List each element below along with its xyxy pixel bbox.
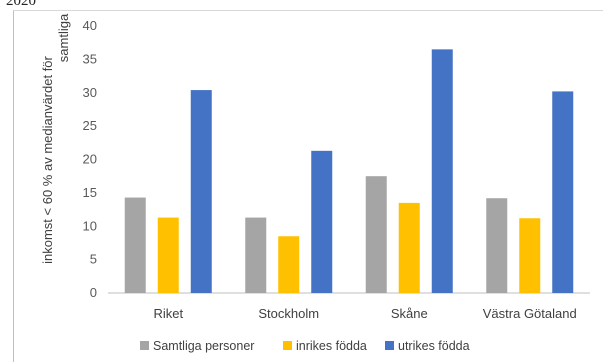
bar bbox=[431, 49, 453, 293]
bar bbox=[552, 91, 574, 293]
bar bbox=[124, 197, 146, 293]
y-tick-label: 5 bbox=[90, 252, 97, 267]
y-tick-label: 0 bbox=[90, 285, 97, 300]
legend: Samtliga personer inrikes födda utrikes fö… bbox=[140, 339, 470, 353]
bar bbox=[278, 236, 300, 293]
bars bbox=[124, 49, 574, 293]
y-tick-label: 10 bbox=[83, 218, 97, 233]
bar bbox=[398, 202, 420, 293]
bar bbox=[245, 217, 267, 293]
y-axis-label-line2: samtliga bbox=[56, 13, 71, 62]
legend-swatch bbox=[283, 341, 292, 350]
x-category-label: Skåne bbox=[391, 306, 428, 321]
y-axis-ticks: 0 5 10 15 20 25 30 35 40 bbox=[83, 18, 97, 300]
x-category-label: Stockholm bbox=[258, 306, 319, 321]
y-tick-label: 35 bbox=[83, 51, 97, 66]
chart-frame bbox=[13, 10, 603, 362]
y-tick-label: 20 bbox=[83, 152, 97, 167]
bar bbox=[519, 218, 541, 293]
y-tick-label: 15 bbox=[83, 185, 97, 200]
x-category-label: Riket bbox=[153, 306, 183, 321]
legend-swatch bbox=[385, 341, 394, 350]
y-tick-label: 25 bbox=[83, 118, 97, 133]
legend-swatch bbox=[140, 341, 149, 350]
bar bbox=[190, 90, 212, 293]
bar bbox=[311, 150, 333, 293]
legend-label: utrikes födda bbox=[398, 339, 470, 353]
y-axis-label-line1: inkomst < 60 % av medianvärdet för bbox=[40, 55, 55, 263]
y-tick-label: 40 bbox=[83, 18, 97, 33]
x-axis-categories: Riket Stockholm Skåne Västra Götaland bbox=[153, 306, 576, 321]
y-tick-label: 30 bbox=[83, 85, 97, 100]
bar bbox=[365, 176, 387, 293]
legend-label: inrikes födda bbox=[296, 339, 367, 353]
legend-label: Samtliga personer bbox=[153, 339, 254, 353]
y-axis-label: inkomst < 60 % av medianvärdet för samtl… bbox=[40, 13, 71, 264]
bar bbox=[486, 198, 508, 293]
x-category-label: Västra Götaland bbox=[483, 306, 577, 321]
top-title-fragment: 2020 bbox=[6, 0, 36, 9]
bar bbox=[157, 217, 179, 293]
